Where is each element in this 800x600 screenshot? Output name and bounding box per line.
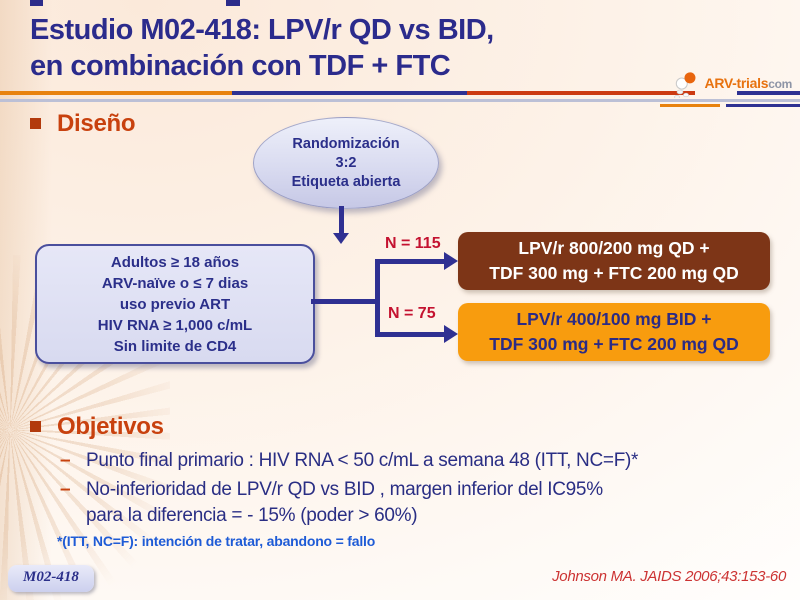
title-rule-silver [0, 99, 800, 102]
flow-connector-vertical [375, 259, 380, 337]
slide-title-line1: Estudio M02-418: LPV/r QD vs BID, [30, 14, 494, 46]
objectives-heading: Objetivos [30, 413, 164, 441]
eligibility-line3: uso previo ART [119, 295, 231, 313]
randomization-ellipse: Randomización 3:2 Etiqueta abierta [253, 117, 439, 209]
slide-title: Estudio M02-418: LPV/r QD vs BID, en com… [30, 12, 670, 84]
eligibility-line1: Adultos ≥ 18 años [110, 253, 240, 271]
arrow-right-icon [444, 325, 458, 343]
arm-bid-line1: LPV/r 400/100 mg BID + [516, 309, 712, 329]
slide-title-line2: en combinación con TDF + FTC [30, 50, 451, 82]
eligibility-line5: Sin limite de CD4 [113, 337, 237, 355]
objective-bullet-2-line1: No-inferioridad de LPV/r QD vs BID , mar… [86, 479, 603, 500]
objective-bullet-2-line2: para la diferencia = - 15% (poder > 60%) [86, 505, 418, 526]
arm-box-qd: LPV/r 800/200 mg QD + TDF 300 mg + FTC 2… [458, 232, 770, 290]
eligibility-box: Adultos ≥ 18 años ARV-naïve o ≤ 7 dias u… [35, 244, 315, 364]
randomization-arrow-line [339, 206, 344, 234]
randomization-line2: 3:2 [335, 154, 357, 171]
randomization-line3: Etiqueta abierta [291, 173, 401, 190]
arrow-right-icon [444, 252, 458, 270]
top-edge-mark [226, 0, 240, 6]
n-label-bid: N = 75 [388, 305, 436, 322]
logo-underline-orange [660, 104, 720, 107]
arm-bid-line2: TDF 300 mg + FTC 200 mg QD [489, 334, 739, 354]
title-rule-navy-right [737, 91, 800, 95]
flow-connector-bottom [375, 332, 445, 337]
logo-text: ARV-trialscom [704, 75, 793, 91]
citation-reference: Johnson MA. JAIDS 2006;43:153-60 [552, 568, 786, 585]
arm-qd-line1: LPV/r 800/200 mg QD + [518, 238, 710, 258]
arm-box-bid: LPV/r 400/100 mg BID + TDF 300 mg + FTC … [458, 303, 770, 361]
arrow-down-icon [333, 233, 349, 244]
eligibility-line4: HIV RNA ≥ 1,000 c/mL [97, 316, 253, 334]
eligibility-line2: ARV-naïve o ≤ 7 dias [101, 274, 249, 292]
logo-underline-navy [726, 104, 800, 107]
arm-qd-line2: TDF 300 mg + FTC 200 mg QD [489, 263, 739, 283]
design-heading: Diseño [30, 110, 136, 138]
flow-connector-top [375, 259, 445, 264]
n-label-qd: N = 115 [385, 235, 441, 252]
title-rule-navy [232, 91, 467, 95]
objective-bullet-1: Punto final primario : HIV RNA < 50 c/mL… [60, 448, 740, 474]
arv-trials-logo: ARV-trialscom [673, 68, 793, 99]
logo-brand: ARV-trials [704, 75, 769, 91]
study-id-badge: M02-418 [8, 565, 94, 592]
title-rule-orange [0, 91, 232, 95]
footnote: *(ITT, NC=F): intención de tratar, aband… [57, 533, 376, 549]
pill-capsule-icon [673, 68, 703, 99]
flow-connector-stub [311, 299, 378, 304]
top-edge-mark [30, 0, 43, 6]
logo-suffix: com [768, 77, 792, 91]
randomization-line1: Randomización [292, 135, 400, 152]
objectives-list: Punto final primario : HIV RNA < 50 c/mL… [60, 448, 740, 532]
title-rule-red [467, 91, 695, 95]
objective-bullet-2: No-inferioridad de LPV/r QD vs BID , mar… [60, 477, 740, 529]
